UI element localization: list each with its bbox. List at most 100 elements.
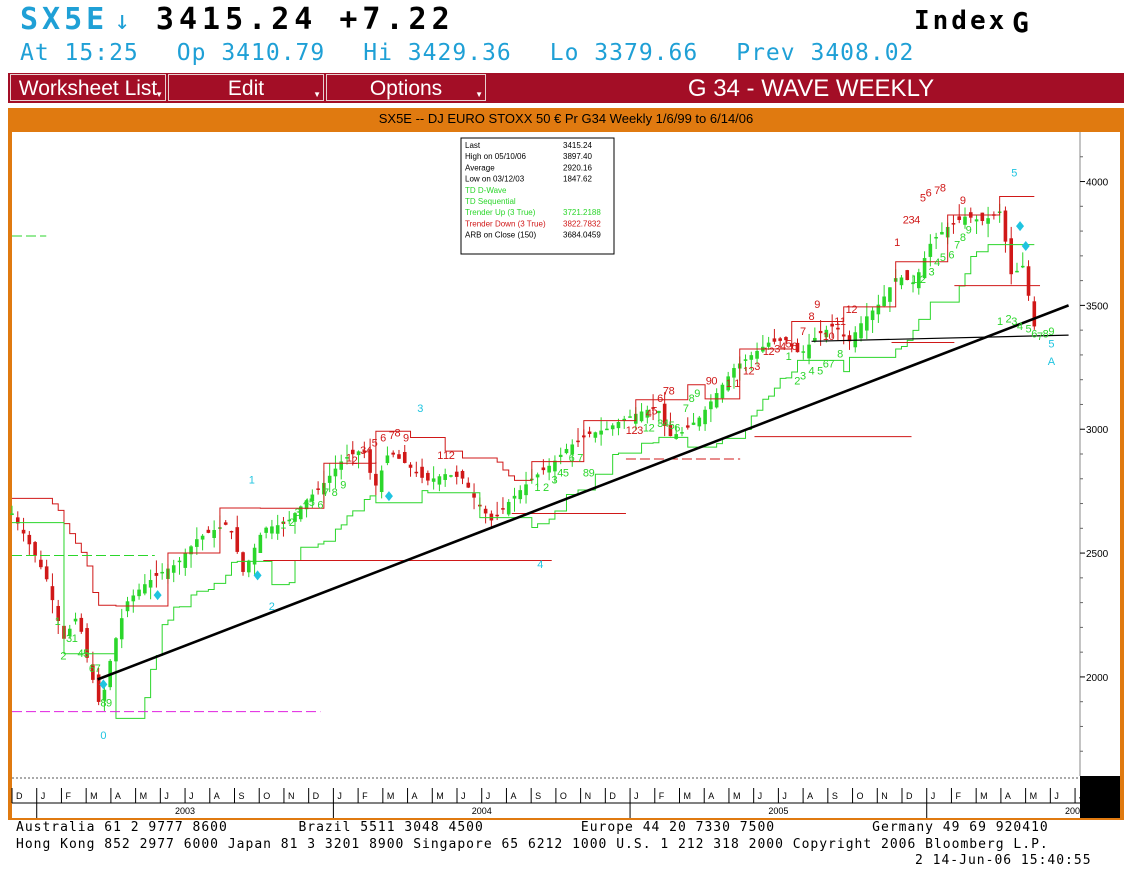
sequential-down-label: 1 xyxy=(846,304,852,316)
candle-body xyxy=(645,409,650,418)
wave-label: 5 xyxy=(1048,338,1054,350)
sequential-down-label: 9 xyxy=(814,299,820,311)
sequential-down-label: 4 xyxy=(780,341,786,353)
x-month-label: O xyxy=(263,791,270,801)
candle-body xyxy=(928,243,933,257)
sequential-down-label: 8 xyxy=(394,428,400,440)
candle-body xyxy=(177,560,182,563)
x-month-label: O xyxy=(857,791,864,801)
sequential-up-label: 7 xyxy=(323,487,329,499)
candle-body xyxy=(333,468,338,477)
candle-body xyxy=(56,605,61,621)
candle-body xyxy=(518,490,523,500)
sequential-up-label: 5 xyxy=(563,467,569,479)
x-month-label: A xyxy=(115,791,121,801)
candle-body xyxy=(50,586,55,601)
candle-body xyxy=(402,451,407,463)
x-month-label: A xyxy=(807,791,813,801)
edit-menu-label: Edit xyxy=(227,77,265,100)
sequential-up-label: 7 xyxy=(577,452,583,464)
sequential-up-label: 6 xyxy=(89,663,95,675)
candle-body xyxy=(137,589,141,597)
candle-body xyxy=(628,416,632,418)
options-menu-button[interactable]: Options ▼ xyxy=(326,74,486,101)
edit-menu-button[interactable]: Edit ▼ xyxy=(168,74,324,101)
legend-value: 3897.40 xyxy=(563,152,592,161)
candle-body xyxy=(599,430,603,435)
x-month-label: A xyxy=(412,791,418,801)
worksheet-list-label: Worksheet List xyxy=(18,77,158,100)
x-month-label: M xyxy=(90,791,98,801)
candle-body xyxy=(807,344,811,359)
legend-label: Trender Down (3 True) xyxy=(465,219,546,228)
sequential-down-label: 2 xyxy=(851,304,857,316)
x-month-label: M xyxy=(436,791,444,801)
wave-label: 2 xyxy=(269,601,275,613)
sequential-up-label: 7 xyxy=(683,403,689,415)
candle-body xyxy=(287,519,292,522)
candle-body xyxy=(668,425,673,437)
sequential-up-label: 6 xyxy=(674,423,680,435)
sequential-down-label: 5 xyxy=(786,338,792,350)
sequential-down-label: 8 xyxy=(669,386,675,398)
candle-body xyxy=(229,530,234,533)
candle-body xyxy=(85,628,89,658)
sequential-down-label: 9 xyxy=(403,433,409,445)
footer-line-1: Australia 61 2 9777 8600 Brazil 5511 304… xyxy=(16,820,1049,835)
sequential-up-label: 6 xyxy=(1031,329,1037,341)
sequential-up-label: 1 xyxy=(643,423,649,435)
candle-body xyxy=(10,513,14,515)
candle-body xyxy=(865,316,869,331)
candle-body xyxy=(264,527,268,533)
candle-body xyxy=(154,573,159,576)
candle-body xyxy=(709,401,713,410)
x-month-label: A xyxy=(510,791,516,801)
sequential-up-label: 9 xyxy=(694,388,700,400)
candle-body xyxy=(1015,270,1019,273)
sequential-down-label: 6 xyxy=(380,433,386,445)
candle-body xyxy=(15,517,20,524)
sequential-down-label: 1 xyxy=(763,346,769,358)
page-title: G 34 - WAVE WEEKLY xyxy=(687,75,935,102)
candle-body xyxy=(195,539,199,547)
sequential-down-label: 6 xyxy=(791,341,797,353)
candle-body xyxy=(524,484,528,496)
candle-body xyxy=(1003,210,1008,242)
x-month-label: M xyxy=(1030,791,1038,801)
legend-label: Last xyxy=(465,141,481,150)
legend-value: 3721.2188 xyxy=(563,208,601,217)
wave-marker-icon xyxy=(384,491,393,502)
worksheet-list-button[interactable]: Worksheet List ▼ xyxy=(10,74,166,101)
x-month-label: N xyxy=(881,791,888,801)
candle-body xyxy=(766,342,771,347)
y-tick-label: 4000 xyxy=(1086,178,1109,189)
sequential-up-label: 5 xyxy=(1026,324,1032,336)
candle-body xyxy=(980,212,985,222)
sequential-down-label: 3 xyxy=(774,343,780,355)
candle-body xyxy=(512,495,517,499)
candle-body xyxy=(298,506,303,520)
wave-marker-icon xyxy=(153,590,162,601)
sequential-up-label: 5 xyxy=(940,252,946,264)
sequential-down-label: 5 xyxy=(651,405,657,417)
candle-body xyxy=(252,547,257,565)
menu-bar: Worksheet List ▼ Edit ▼ Options ▼ G 34 - WA… xyxy=(8,73,1124,103)
sequential-down-label: 3 xyxy=(908,215,914,227)
ticker-symbol[interactable]: SX5E xyxy=(20,2,109,37)
candle-body xyxy=(67,628,72,637)
down-arrow-icon: ↓ xyxy=(114,6,130,36)
sequential-up-label: 5 xyxy=(817,366,823,378)
sequential-down-label: 1 xyxy=(743,366,749,378)
x-month-label: A xyxy=(1005,791,1011,801)
legend-label: High on 05/10/06 xyxy=(465,152,526,161)
chart-header: SX5E -- DJ EURO STOXX 50 € Pr G34 Weekly… xyxy=(378,111,754,126)
x-month-label: A xyxy=(214,791,220,801)
sequential-down-label: 8 xyxy=(940,182,946,194)
sequential-down-label: 6 xyxy=(657,393,663,405)
candle-body xyxy=(171,565,176,573)
rising-trend-line xyxy=(97,304,1070,681)
sequential-down-label: 1 xyxy=(346,452,352,464)
candle-body xyxy=(564,448,569,454)
candle-body xyxy=(408,464,413,468)
